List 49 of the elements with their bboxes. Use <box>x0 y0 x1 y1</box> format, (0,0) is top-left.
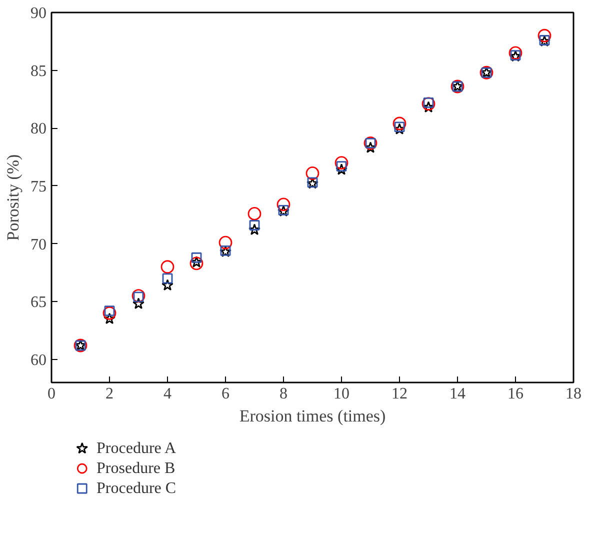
point <box>422 101 434 112</box>
y-axis-title: Porosity (%) <box>4 154 22 241</box>
x-tick-label: 6 <box>222 386 230 402</box>
x-tick-label: 18 <box>566 386 582 402</box>
point <box>276 198 290 212</box>
x-tick-label: 8 <box>280 386 288 402</box>
point <box>248 207 262 220</box>
x-axis-title: Erosion times (times) <box>239 406 386 426</box>
y-tick-label: 90 <box>30 5 46 22</box>
point <box>191 252 202 263</box>
x-tick-label: 4 <box>164 386 172 402</box>
legend-label: Procedure C <box>96 480 176 497</box>
x-tick-label: 2 <box>106 386 114 402</box>
point <box>508 46 522 60</box>
point <box>133 292 144 302</box>
point <box>218 236 232 250</box>
x-tick-label: 10 <box>334 386 350 402</box>
point <box>392 116 406 130</box>
point <box>104 312 116 324</box>
point <box>132 298 144 310</box>
x-tick-label: 12 <box>392 386 408 402</box>
point <box>336 164 348 175</box>
legend-label: Procedure A <box>96 440 176 457</box>
point <box>132 289 146 302</box>
point <box>190 256 204 270</box>
x-tick-label: 0 <box>48 386 56 402</box>
point <box>248 224 260 236</box>
point <box>422 97 436 111</box>
point <box>162 273 173 284</box>
point <box>336 161 347 172</box>
point <box>160 260 174 274</box>
y-tick-label: 70 <box>30 236 46 254</box>
point <box>334 156 348 170</box>
point <box>102 306 116 320</box>
point <box>538 28 552 42</box>
point <box>104 306 115 316</box>
point <box>249 220 260 230</box>
point <box>423 97 434 108</box>
point <box>306 166 320 180</box>
y-tick-label: 60 <box>30 352 46 369</box>
legend-label: Prosedure B <box>96 460 176 477</box>
y-tick-label: 85 <box>30 62 46 80</box>
x-tick-label: 16 <box>508 386 524 402</box>
x-tick-label: 14 <box>450 386 466 402</box>
y-tick-label: 75 <box>30 178 46 196</box>
point <box>162 279 174 291</box>
y-tick-label: 80 <box>30 120 46 138</box>
y-tick-label: 65 <box>30 294 46 312</box>
point <box>364 142 376 153</box>
